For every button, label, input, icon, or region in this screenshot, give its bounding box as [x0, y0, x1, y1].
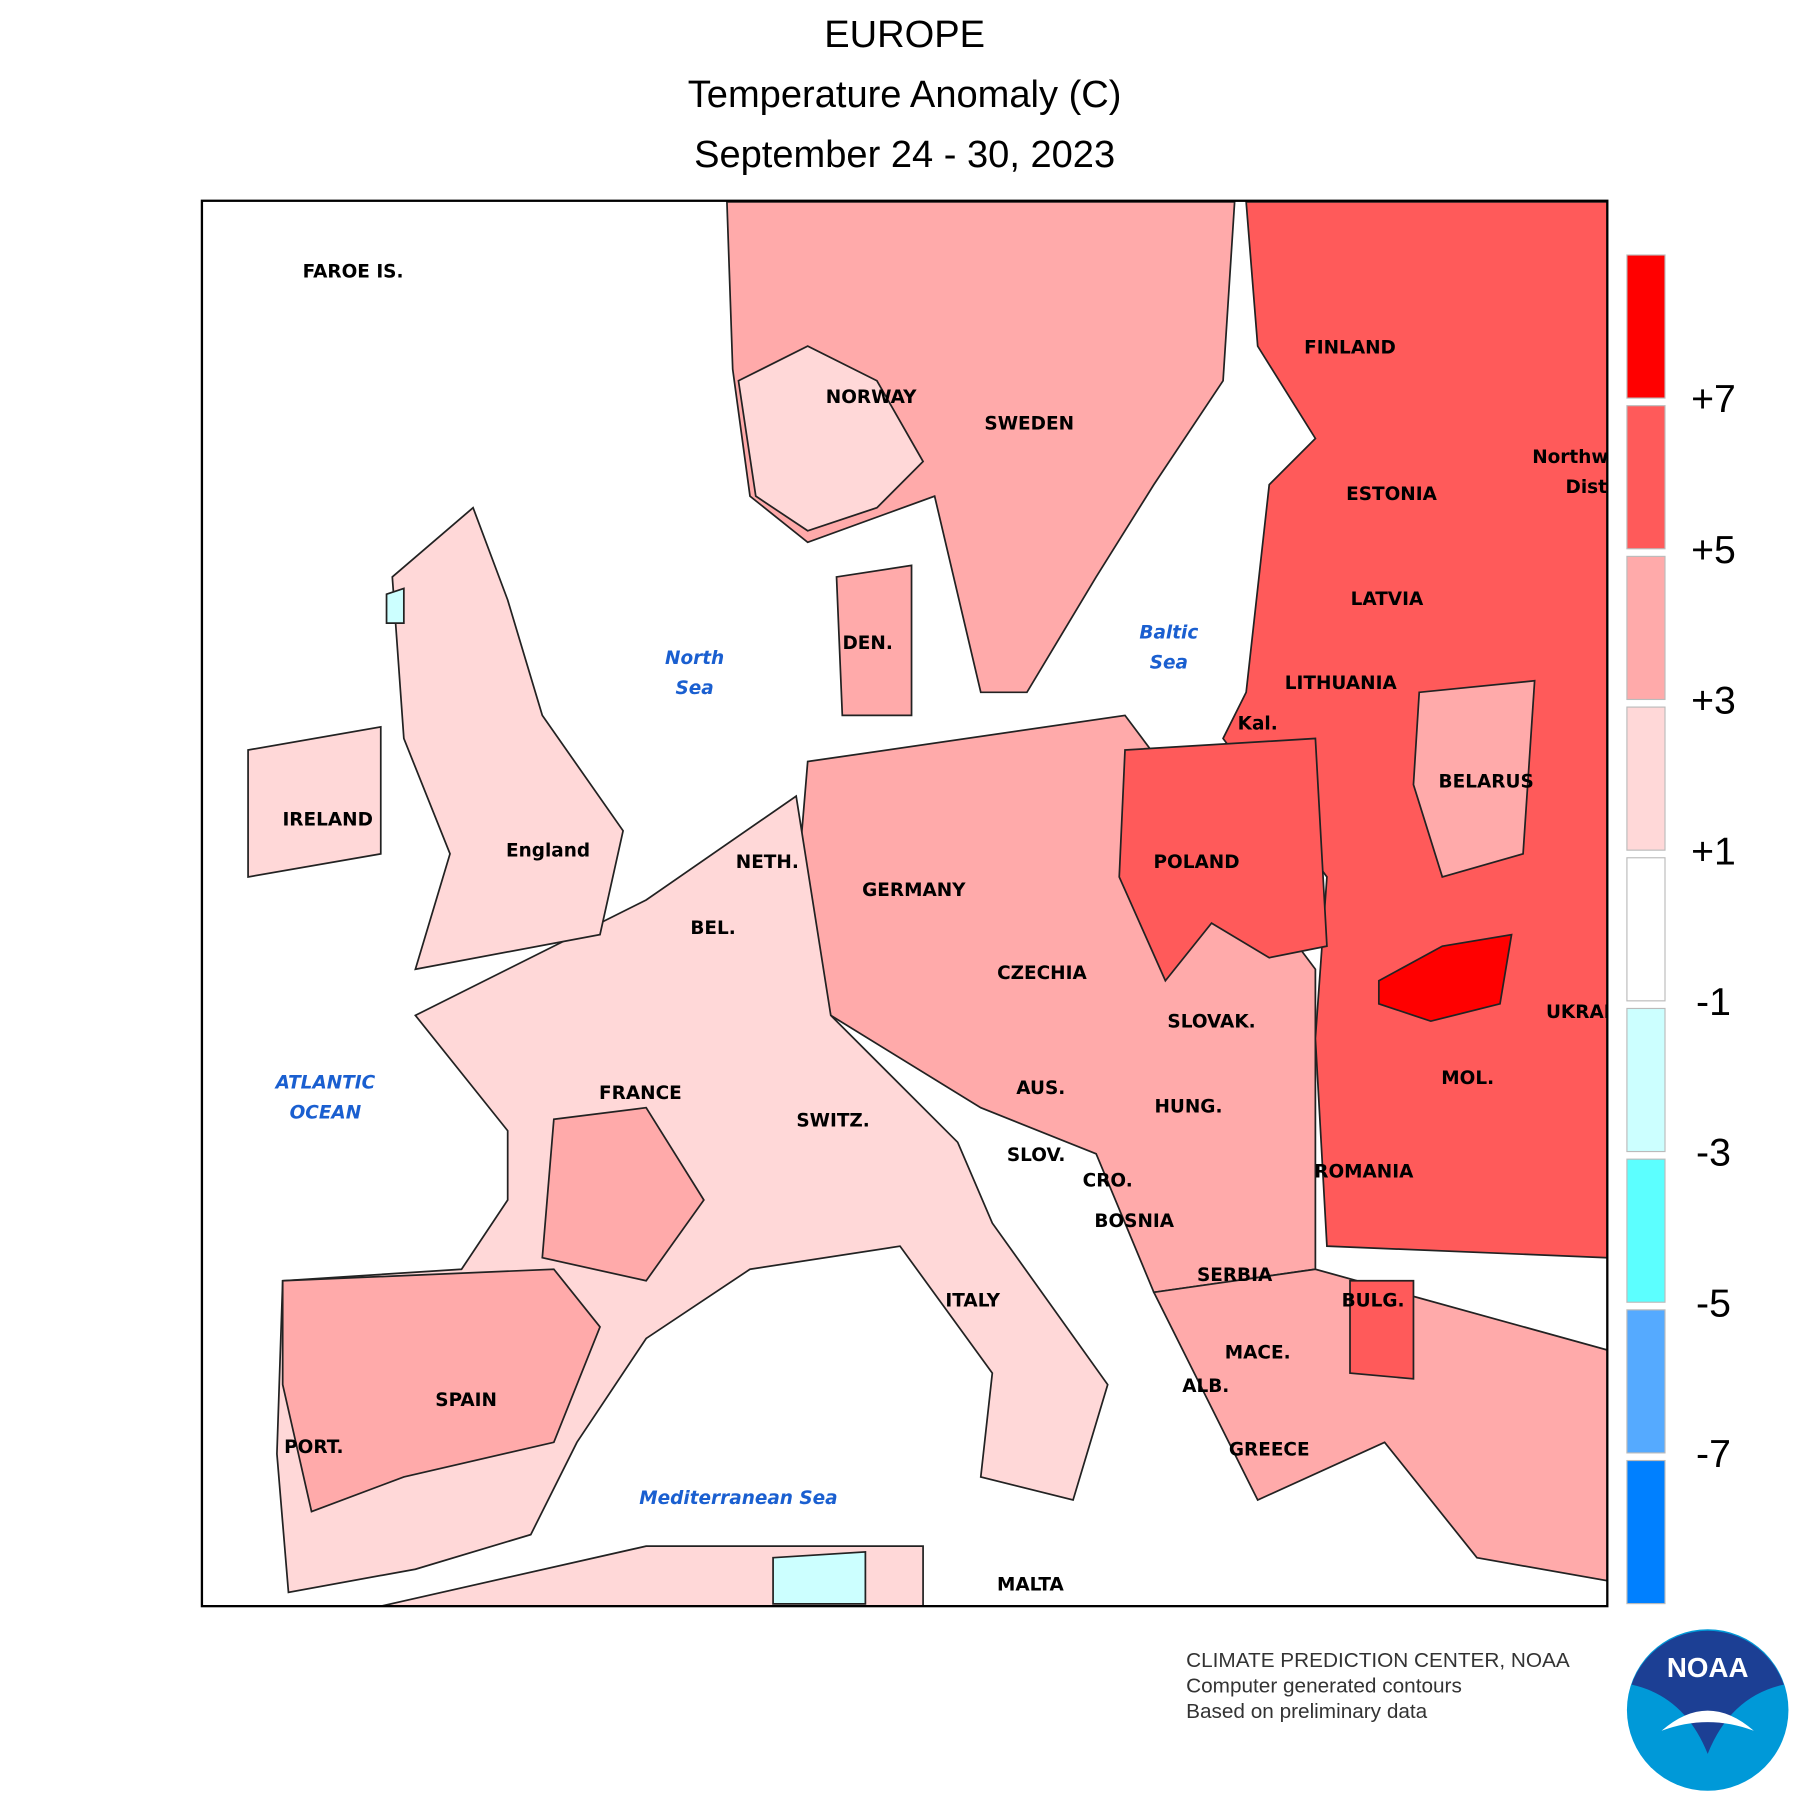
- legend-swatch: [1626, 857, 1666, 1002]
- sea-label: Baltic: [1139, 622, 1198, 643]
- map-frame: [200, 199, 1609, 1608]
- legend-swatch: [1626, 555, 1666, 701]
- legend-swatch: [1626, 254, 1666, 399]
- sea-label: Mediterranean Sea: [639, 1488, 837, 1509]
- footer-line: Computer generated contours: [1186, 1674, 1462, 1697]
- legend-label: -5: [1696, 1281, 1731, 1325]
- ukraine-peak: [1377, 933, 1513, 1023]
- country-label: LATVIA: [1351, 589, 1424, 610]
- country-label: FAROE IS.: [303, 261, 404, 282]
- africa-cool: [772, 1551, 867, 1605]
- legend-label: +3: [1691, 679, 1736, 723]
- sea-label: Sea: [675, 678, 713, 699]
- footer-line: Based on preliminary data: [1186, 1700, 1428, 1723]
- country-label: DEN.: [842, 633, 892, 654]
- legend-swatch: [1626, 405, 1666, 550]
- norway-south: [737, 345, 925, 532]
- country-label: MACE.: [1225, 1342, 1291, 1363]
- country-label: SERBIA: [1197, 1265, 1273, 1286]
- sea-label: OCEAN: [290, 1102, 362, 1123]
- country-label: NETH.: [736, 852, 799, 873]
- logo-text: NOAA: [1667, 1652, 1749, 1683]
- legend-label: +5: [1691, 528, 1736, 572]
- logo-top: [1631, 1630, 1784, 1754]
- sea-label: ATLANTIC: [274, 1072, 376, 1093]
- country-label: ITALY: [945, 1291, 1000, 1312]
- country-label: UKRAINE: [1546, 1002, 1639, 1023]
- legend-swatch: [1626, 1158, 1666, 1303]
- footer: CLIMATE PREDICTION CENTER, NOAA Computer…: [1186, 1649, 1570, 1723]
- country-label: CRO.: [1083, 1171, 1133, 1192]
- country-label: CZECHIA: [997, 963, 1087, 984]
- country-label: BOSNIA: [1094, 1211, 1174, 1232]
- country-label: LITHUANIA: [1285, 673, 1398, 694]
- legend-label: -7: [1696, 1432, 1731, 1476]
- scandinavia: [726, 201, 1236, 694]
- country-label: ESTONIA: [1346, 484, 1437, 505]
- legend-swatch: [1626, 1459, 1666, 1605]
- legend-swatch: [1626, 1309, 1666, 1454]
- legend-label: +1: [1691, 829, 1736, 873]
- country-label: SPAIN: [435, 1390, 497, 1411]
- legend-label: -1: [1696, 980, 1731, 1024]
- legend: +7 +5 +3 +1 -1 -3 -5 -7: [1626, 254, 1736, 1605]
- country-label: BELARUS: [1439, 771, 1534, 792]
- country-label: IRELAND: [282, 809, 372, 830]
- logo-bird: [1661, 1710, 1754, 1731]
- denmark: [835, 564, 913, 717]
- country-label: GREECE: [1229, 1439, 1310, 1460]
- belarus-region: [1412, 679, 1536, 878]
- country-label: NORWAY: [826, 387, 917, 408]
- anomaly-regions: [247, 201, 1608, 1607]
- france-interior: [541, 1106, 705, 1282]
- subtitle: Temperature Anomaly (C): [688, 74, 1122, 116]
- date-range: September 24 - 30, 2023: [694, 134, 1115, 176]
- country-label: SLOV.: [1007, 1145, 1066, 1166]
- sea-label: North: [665, 648, 724, 669]
- country-label: District: [1566, 477, 1643, 498]
- country-label: HUNG.: [1154, 1097, 1222, 1118]
- country-label: AUS.: [1016, 1078, 1065, 1099]
- map-labels: FAROE IS. NORWAY SWEDEN FINLAND ESTONIA LATVI…: [274, 261, 1675, 1595]
- noaa-logo: NOAA: [1626, 1629, 1789, 1791]
- title-block: EUROPE Temperature Anomaly (C) September…: [688, 14, 1122, 176]
- country-label: POLAND: [1154, 852, 1240, 873]
- legend-swatch: [1626, 706, 1666, 851]
- iberia: [281, 1268, 601, 1513]
- legend-label: -3: [1696, 1131, 1731, 1175]
- country-label: ALB.: [1182, 1376, 1229, 1397]
- country-label: Northwestern: [1532, 447, 1675, 468]
- country-label: MOL.: [1441, 1068, 1494, 1089]
- bulgaria-peak: [1349, 1279, 1415, 1380]
- poland-region: [1118, 737, 1328, 983]
- country-label: SLOVAK.: [1167, 1011, 1255, 1032]
- scotland-cool: [385, 587, 405, 624]
- country-label: GERMANY: [862, 880, 966, 901]
- country-label: Kal.: [1238, 714, 1278, 735]
- great-britain: [391, 506, 625, 971]
- country-label: FRANCE: [599, 1083, 682, 1104]
- country-label: PORT.: [284, 1437, 343, 1458]
- country-label: MALTA: [997, 1574, 1065, 1595]
- ireland: [247, 725, 382, 878]
- sea-label: Sea: [1150, 652, 1188, 673]
- country-label: BULG.: [1342, 1291, 1405, 1312]
- map: FAROE IS. NORWAY SWEDEN FINLAND ESTONIA LATVI…: [201, 200, 1675, 1607]
- country-label: SWEDEN: [984, 414, 1074, 435]
- legend-swatch: [1626, 1007, 1666, 1153]
- footer-line: CLIMATE PREDICTION CENTER, NOAA: [1186, 1649, 1570, 1672]
- legend-label: +7: [1691, 377, 1736, 421]
- country-label: FINLAND: [1304, 337, 1396, 358]
- title: EUROPE: [824, 14, 985, 56]
- country-label: ROMANIA: [1314, 1161, 1414, 1182]
- country-label: England: [506, 841, 590, 862]
- country-label: BEL.: [690, 918, 735, 939]
- country-label: SWITZ.: [796, 1111, 870, 1132]
